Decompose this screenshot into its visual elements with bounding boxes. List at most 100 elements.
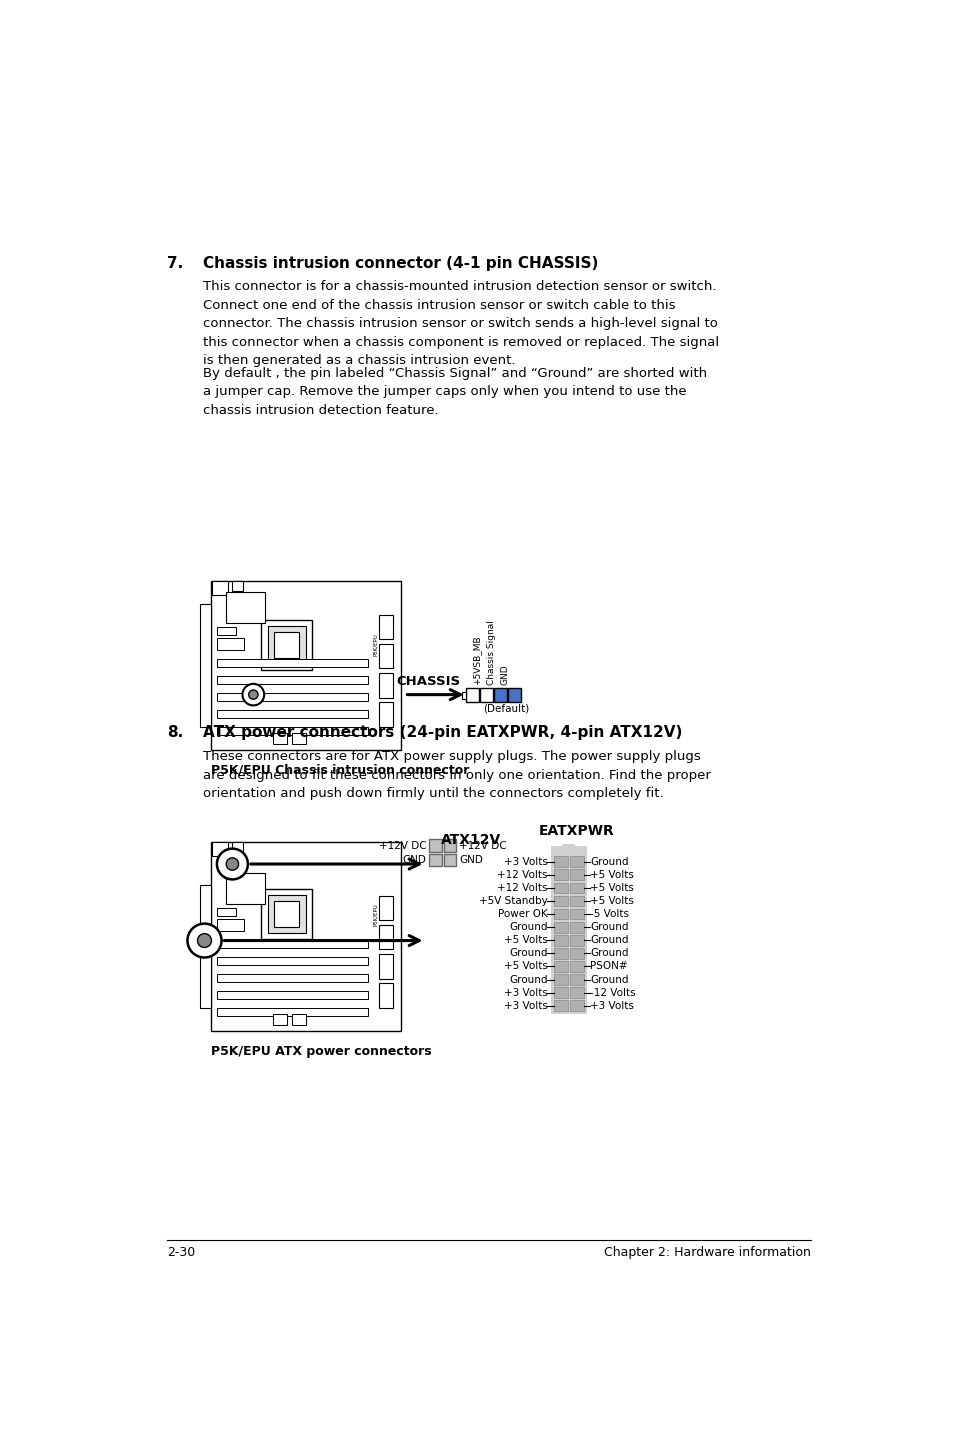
Bar — [553, 909, 567, 919]
Bar — [569, 896, 583, 906]
Bar — [550, 846, 586, 1014]
Circle shape — [187, 923, 221, 958]
Bar — [553, 988, 567, 998]
Text: P5K/EPU Chassis intrusion connector: P5K/EPU Chassis intrusion connector — [211, 764, 469, 777]
Bar — [378, 644, 393, 669]
Text: 7.: 7. — [167, 256, 183, 270]
Bar — [569, 988, 583, 998]
Text: Ground: Ground — [508, 948, 547, 958]
Bar — [273, 733, 286, 743]
Bar — [569, 974, 583, 985]
Text: Ground: Ground — [590, 857, 628, 867]
Bar — [553, 974, 567, 985]
Bar — [211, 843, 400, 1031]
Text: +5 Volts: +5 Volts — [503, 962, 547, 972]
Text: Ground: Ground — [508, 975, 547, 985]
Text: +5V Standby: +5V Standby — [478, 896, 547, 906]
Text: 8.: 8. — [167, 725, 183, 741]
Text: (Default): (Default) — [483, 703, 529, 713]
Bar — [378, 896, 393, 920]
Bar — [569, 922, 583, 933]
Bar — [569, 870, 583, 880]
Text: -12 Volts: -12 Volts — [590, 988, 635, 998]
Circle shape — [226, 858, 238, 870]
Text: GND: GND — [402, 856, 426, 866]
Bar — [216, 710, 368, 718]
Bar — [273, 1014, 286, 1025]
Bar — [212, 843, 228, 856]
Bar — [226, 873, 265, 905]
Bar — [461, 692, 466, 699]
Bar — [569, 961, 583, 972]
Bar — [216, 919, 244, 930]
Bar — [378, 925, 393, 949]
Text: Ground: Ground — [590, 948, 628, 958]
Text: Chassis intrusion connector (4-1 pin CHASSIS): Chassis intrusion connector (4-1 pin CHA… — [203, 256, 598, 270]
Bar — [216, 907, 236, 916]
Text: P5K/EPU ATX power connectors: P5K/EPU ATX power connectors — [211, 1045, 431, 1058]
Bar — [553, 883, 567, 893]
Bar — [216, 728, 368, 735]
Bar — [216, 991, 368, 999]
Text: ATX12V: ATX12V — [440, 833, 500, 847]
Bar — [553, 935, 567, 946]
Bar — [216, 940, 368, 948]
Text: +5 Volts: +5 Volts — [590, 883, 634, 893]
Bar — [569, 1001, 583, 1011]
Bar — [378, 702, 393, 728]
Text: +5 Volts: +5 Volts — [590, 896, 634, 906]
Text: +12 Volts: +12 Volts — [497, 870, 547, 880]
Text: +12V DC: +12V DC — [459, 841, 507, 850]
Bar — [553, 856, 567, 867]
Bar — [292, 1014, 306, 1025]
Text: Ground: Ground — [590, 975, 628, 985]
Bar — [292, 733, 306, 743]
Bar — [216, 676, 368, 684]
Bar — [216, 1008, 368, 1015]
Text: +3 Volts: +3 Volts — [590, 1001, 634, 1011]
Text: Ground: Ground — [508, 922, 547, 932]
Text: Ground: Ground — [590, 922, 628, 932]
Bar — [378, 673, 393, 697]
Bar — [569, 909, 583, 919]
Text: These connectors are for ATX power supply plugs. The power supply plugs
are desi: These connectors are for ATX power suppl… — [203, 751, 710, 800]
Bar — [443, 840, 456, 851]
Bar — [274, 902, 299, 928]
Text: This connector is for a chassis-mounted intrusion detection sensor or switch.
Co: This connector is for a chassis-mounted … — [203, 280, 719, 367]
Bar — [443, 854, 456, 866]
Bar — [199, 604, 211, 728]
Text: +5 Volts: +5 Volts — [590, 870, 634, 880]
Text: ATX power connectors (24-pin EATXPWR, 4-pin ATX12V): ATX power connectors (24-pin EATXPWR, 4-… — [203, 725, 681, 741]
Bar — [378, 614, 393, 638]
Bar — [553, 896, 567, 906]
Circle shape — [242, 684, 264, 706]
Circle shape — [249, 690, 257, 699]
Bar — [226, 592, 265, 623]
Bar — [216, 627, 236, 634]
Bar — [553, 961, 567, 972]
Text: CHASSIS: CHASSIS — [395, 676, 459, 689]
Text: P5K/EPU: P5K/EPU — [373, 634, 378, 656]
Text: +3 Volts: +3 Volts — [503, 988, 547, 998]
Text: +3 Volts: +3 Volts — [503, 857, 547, 867]
Bar — [569, 935, 583, 946]
Bar — [261, 889, 312, 939]
Bar — [268, 626, 305, 664]
Text: +3 Volts: +3 Volts — [503, 1001, 547, 1011]
Bar — [429, 854, 441, 866]
Bar — [212, 581, 228, 594]
Bar — [216, 638, 244, 650]
Bar — [553, 922, 567, 933]
Bar — [216, 974, 368, 982]
Bar — [569, 856, 583, 867]
Bar — [261, 620, 312, 670]
Bar — [553, 948, 567, 959]
Text: +12 Volts: +12 Volts — [497, 883, 547, 893]
Bar — [466, 687, 478, 702]
Text: Chassis Signal: Chassis Signal — [486, 620, 495, 684]
Bar — [569, 883, 583, 893]
Bar — [561, 844, 574, 851]
Bar — [553, 870, 567, 880]
Text: Chapter 2: Hardware information: Chapter 2: Hardware information — [603, 1245, 810, 1258]
Bar — [268, 896, 305, 933]
